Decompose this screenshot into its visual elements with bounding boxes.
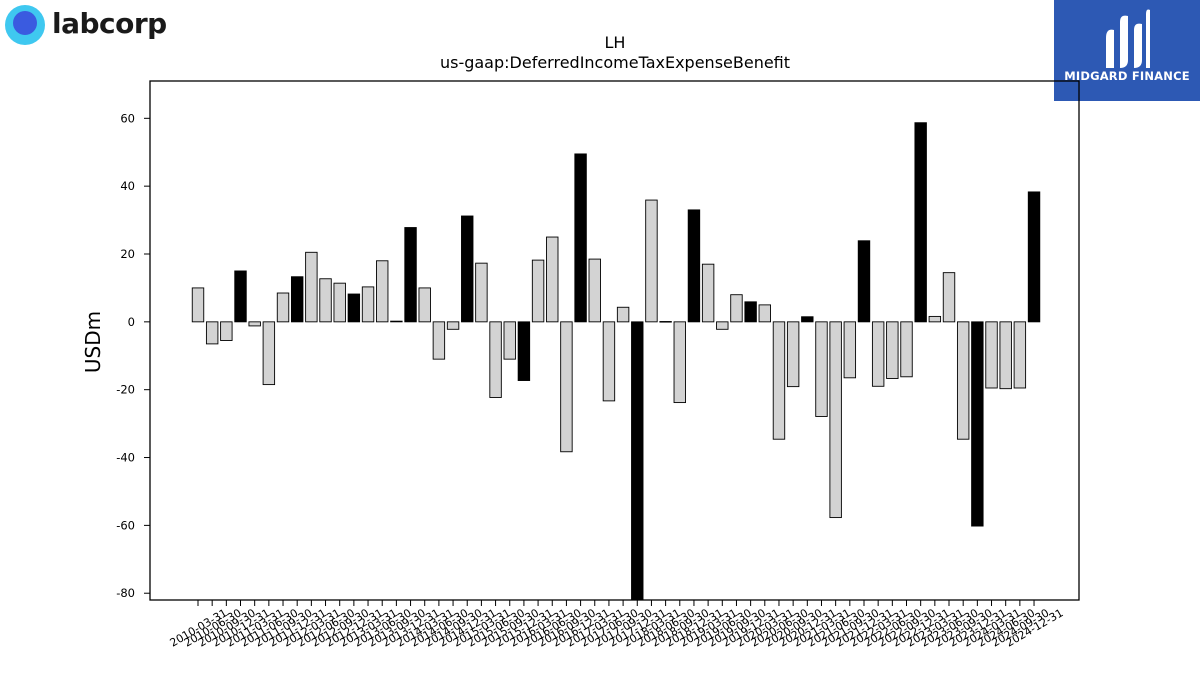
y-tick-label: -40 — [116, 451, 135, 465]
y-tick-label: 0 — [128, 315, 135, 329]
bar — [248, 321, 261, 327]
bar — [305, 251, 318, 323]
bar — [1013, 321, 1027, 389]
bars-group — [191, 122, 1041, 601]
bar — [503, 321, 516, 360]
bar — [843, 321, 857, 379]
bar — [716, 321, 729, 330]
midgard-finance-logo: MIDGARD FINANCE — [1054, 0, 1200, 101]
bar — [347, 293, 361, 323]
bar — [560, 321, 573, 453]
bar — [871, 321, 885, 387]
bar — [531, 259, 545, 323]
bar — [914, 122, 927, 323]
bar — [602, 321, 616, 402]
bar — [999, 321, 1012, 390]
y-tick-label: -20 — [116, 383, 135, 397]
bar — [1027, 191, 1041, 323]
bar — [631, 321, 644, 601]
bar — [205, 321, 219, 345]
y-tick-label: 40 — [120, 179, 135, 193]
plot-frame — [149, 80, 1080, 601]
y-tick-label: -60 — [116, 518, 135, 532]
y-tick-label: 60 — [120, 111, 135, 125]
bar — [290, 276, 304, 323]
y-tick-label: 20 — [120, 247, 135, 261]
chart-title: LH — [605, 33, 626, 52]
bar — [475, 262, 488, 323]
bar — [276, 292, 290, 323]
bar — [985, 321, 998, 389]
bar — [758, 304, 771, 323]
bar — [829, 321, 842, 519]
bar — [645, 199, 658, 323]
bar — [418, 287, 431, 323]
bar — [404, 227, 417, 323]
bar — [616, 306, 630, 323]
bar — [857, 240, 871, 323]
bar — [262, 321, 276, 386]
bar — [744, 301, 757, 323]
bar — [687, 209, 701, 323]
bar — [546, 236, 559, 323]
bar — [191, 287, 205, 323]
bar — [942, 272, 956, 323]
bar — [588, 258, 601, 323]
bar — [956, 321, 970, 440]
bar — [319, 278, 332, 323]
labcorp-logo-text: labcorp — [52, 7, 167, 40]
bar — [772, 321, 786, 440]
bar — [701, 263, 715, 323]
bar — [432, 321, 446, 360]
bar — [928, 315, 942, 323]
bar — [730, 294, 743, 323]
bar — [574, 153, 587, 323]
bar — [361, 286, 375, 323]
bar — [659, 321, 672, 323]
bar — [376, 260, 389, 323]
labcorp-logo: labcorp — [4, 4, 184, 48]
bar — [815, 321, 828, 417]
bar — [390, 320, 403, 323]
bar — [489, 321, 502, 398]
bar — [900, 321, 913, 378]
bar — [886, 321, 899, 379]
bar — [220, 321, 233, 341]
bar — [234, 270, 247, 323]
y-tick-label: -80 — [116, 586, 135, 600]
bar — [673, 321, 686, 404]
midgard-logo-mark-icon — [1106, 9, 1150, 69]
x-axis-ticks: 2010-03-312010-06-302010-09-302010-12-31… — [168, 600, 1066, 650]
chart-subtitle: us-gaap:DeferredIncomeTaxExpenseBenefit — [440, 53, 790, 72]
bar — [517, 321, 531, 381]
bar — [446, 321, 460, 330]
y-axis-ticks: -80 -60 -40 -20 0 20 40 60 — [116, 111, 150, 600]
bar — [801, 316, 814, 323]
labcorp-logo-mark-icon — [5, 5, 45, 45]
bar — [971, 321, 984, 527]
y-axis-label: USDm — [81, 311, 105, 373]
bar — [786, 321, 800, 388]
bar — [461, 215, 474, 323]
midgard-logo-text: MIDGARD FINANCE — [1064, 69, 1190, 83]
bar — [333, 282, 346, 323]
